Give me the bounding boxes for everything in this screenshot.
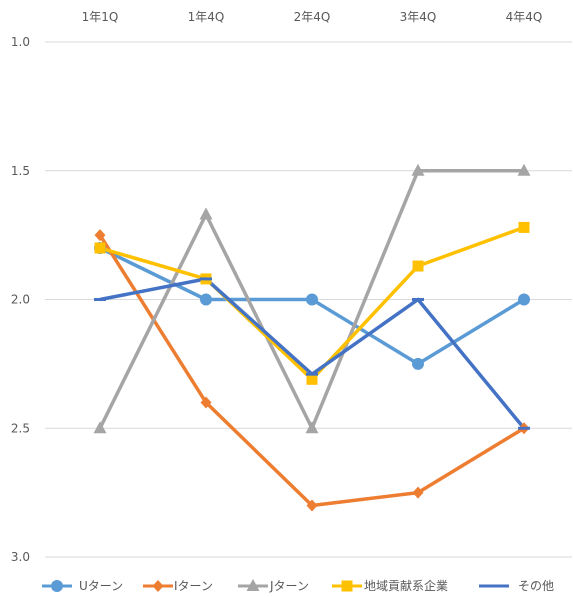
y-tick-label: 1.5 bbox=[11, 164, 30, 178]
legend-label: Jターン bbox=[269, 579, 309, 593]
data-point-s5-4 bbox=[412, 298, 424, 301]
legend: Uターン Iターン Jターン 地域貢献系企業 その他 bbox=[42, 578, 554, 593]
x-tick-label: 4年4Q bbox=[506, 10, 543, 24]
data-point-s5-3 bbox=[306, 372, 318, 376]
y-tick-label: 3.0 bbox=[11, 550, 30, 564]
data-point-s3-3 bbox=[305, 421, 319, 434]
data-point-s4-3 bbox=[306, 373, 318, 385]
data-point-s1-3 bbox=[306, 293, 318, 306]
data-point-s2-4 bbox=[412, 486, 424, 499]
legend-label: Uターン bbox=[79, 579, 123, 593]
y-axis-ticks: 1.0 1.5 2.0 2.5 3.0 bbox=[11, 35, 30, 564]
legend-marker-5 bbox=[488, 584, 500, 588]
legend-label: 地域貢献系企業 bbox=[364, 578, 448, 593]
x-tick-label: 1年4Q bbox=[188, 10, 225, 24]
x-tick-label: 2年4Q bbox=[294, 10, 331, 24]
data-point-s2-2 bbox=[200, 396, 212, 409]
data-point-s3-1 bbox=[93, 421, 107, 434]
data-point-s5-2 bbox=[200, 277, 212, 281]
data-point-s1-2 bbox=[200, 293, 212, 306]
legend-marker-3 bbox=[246, 579, 260, 591]
data-point-s1-5 bbox=[518, 293, 530, 306]
data-point-s4-5 bbox=[518, 221, 530, 233]
data-point-s2-3 bbox=[306, 499, 318, 512]
data-point-s3-5 bbox=[517, 163, 531, 176]
x-tick-label: 3年4Q bbox=[400, 10, 437, 24]
legend-label: Iターン bbox=[174, 579, 213, 593]
series-lines bbox=[98, 169, 526, 508]
legend-marker-2 bbox=[152, 580, 164, 592]
series-line-2 bbox=[98, 234, 525, 508]
data-point-s3-2 bbox=[199, 207, 213, 220]
y-tick-label: 2.0 bbox=[11, 293, 30, 307]
data-point-s5-5 bbox=[518, 426, 530, 430]
x-axis-ticks: 1年1Q 1年4Q 2年4Q 3年4Q 4年4Q bbox=[82, 10, 543, 24]
x-tick-label: 1年1Q bbox=[82, 10, 119, 24]
legend-label: その他 bbox=[518, 579, 554, 593]
legend-marker-1 bbox=[51, 580, 63, 592]
series-markers bbox=[93, 163, 531, 512]
data-point-s5-1 bbox=[94, 298, 106, 301]
legend-marker-4 bbox=[341, 580, 353, 592]
y-tick-label: 1.0 bbox=[11, 35, 30, 49]
data-point-s4-4 bbox=[412, 260, 424, 272]
data-point-s4-1 bbox=[94, 242, 106, 254]
data-point-s3-4 bbox=[411, 163, 425, 176]
data-point-s2-1 bbox=[94, 229, 106, 242]
y-tick-label: 2.5 bbox=[11, 421, 30, 435]
data-point-s1-4 bbox=[412, 357, 424, 370]
